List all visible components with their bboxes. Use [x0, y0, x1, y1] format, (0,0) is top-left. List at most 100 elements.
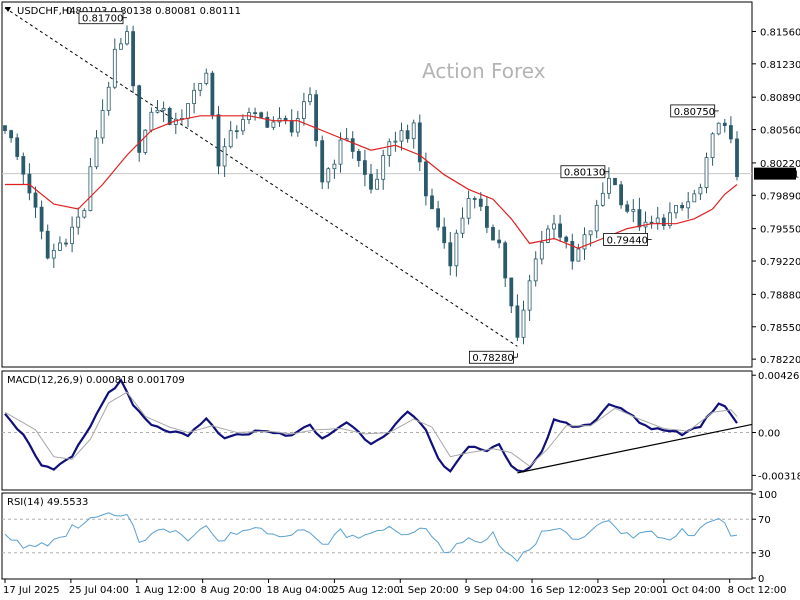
candle [631, 209, 636, 212]
candle [155, 109, 160, 113]
candle [112, 48, 117, 88]
candle [399, 130, 404, 142]
macd-tick-label: 0.004262 [758, 371, 800, 382]
candle [338, 139, 343, 165]
time-tick-label: 8 Aug 20:00 [201, 585, 262, 596]
candle [271, 121, 276, 128]
candle [240, 119, 245, 132]
moving-average-line [5, 115, 738, 249]
candle [210, 72, 215, 116]
candle [314, 94, 319, 142]
candle [546, 228, 550, 243]
candle [411, 122, 416, 140]
candle [509, 277, 514, 307]
candle [21, 156, 26, 175]
candle [393, 140, 398, 143]
candle [88, 166, 93, 211]
candle [472, 198, 477, 200]
annotation-label: 0.79440 [607, 235, 648, 246]
collapse-triangle-icon[interactable] [5, 7, 11, 12]
candle [735, 138, 739, 177]
candle [680, 204, 684, 209]
rsi-tick-label: 100 [758, 490, 777, 501]
candle [186, 103, 190, 119]
price-tick-label: 0.80560 [760, 126, 800, 137]
rsi-tick-label: 0 [758, 574, 764, 585]
price-tick-label: 0.78880 [760, 290, 800, 301]
candle [320, 140, 325, 183]
candle [326, 168, 331, 183]
rsi-title: RSI(14) 49.5533 [7, 497, 88, 508]
annotation-box [603, 233, 648, 246]
candle [27, 173, 32, 194]
candle [369, 174, 373, 190]
candle [423, 161, 428, 197]
candle [637, 209, 642, 228]
candle [198, 83, 203, 91]
macd-panel[interactable] [1, 370, 753, 491]
candle [430, 195, 434, 210]
rsi-tick-label: 70 [758, 515, 771, 526]
candle [356, 151, 361, 161]
candle [76, 216, 81, 228]
price-tick-label: 0.81560 [760, 27, 800, 38]
candle [381, 155, 386, 180]
candle [82, 210, 87, 218]
candle [100, 110, 105, 139]
candle [228, 130, 233, 148]
candle [613, 177, 617, 186]
macd-layer [2, 378, 753, 474]
ohlc-label: 0.80103 0.80138 0.80081 0.80111 [66, 6, 241, 17]
candle [167, 107, 172, 125]
rsi-panel[interactable] [1, 492, 753, 580]
candle [625, 204, 630, 212]
candle [582, 234, 587, 250]
annotation-label: 0.80130 [564, 168, 605, 179]
annotation-box [78, 11, 124, 25]
candle [722, 122, 727, 126]
candle [570, 241, 575, 262]
candle [45, 230, 50, 259]
candle [661, 217, 666, 227]
candle [58, 242, 62, 251]
price-tick-label: 0.80220 [760, 159, 800, 170]
candle [497, 239, 502, 244]
candle [710, 133, 715, 159]
candle [533, 258, 538, 282]
candle [600, 192, 605, 206]
candle [405, 130, 410, 140]
price-tick-label: 0.78220 [760, 355, 800, 366]
candle [466, 198, 471, 219]
candle [15, 137, 20, 157]
annotation-label: 0.81700 [82, 14, 123, 25]
candle [460, 217, 465, 234]
price-panel[interactable] [1, 1, 753, 368]
candle [619, 184, 623, 206]
candle [442, 226, 447, 244]
candle [222, 146, 227, 167]
candle [259, 112, 264, 118]
price-tick-label: 0.79550 [760, 225, 800, 236]
candle [308, 94, 312, 103]
time-tick-label: 25 Jul 04:00 [69, 585, 129, 596]
time-tick-label: 1 Oct 04:00 [662, 585, 721, 596]
price-tick-label: 0.79890 [760, 191, 800, 202]
candle [539, 241, 544, 260]
candle [521, 309, 526, 338]
candle [39, 206, 44, 232]
candle [9, 130, 14, 139]
candle [216, 114, 221, 167]
time-tick-label: 17 Jul 2025 [3, 585, 60, 596]
candle [253, 112, 258, 115]
candle [234, 130, 239, 133]
time-tick-label: 25 Aug 12:00 [332, 585, 399, 596]
candle [119, 43, 123, 50]
candle [204, 72, 209, 84]
rsi-line [4, 512, 738, 563]
annotation-box [670, 104, 716, 118]
candle [149, 111, 154, 131]
candle [64, 242, 68, 245]
candle [362, 160, 367, 175]
candle [564, 236, 569, 242]
